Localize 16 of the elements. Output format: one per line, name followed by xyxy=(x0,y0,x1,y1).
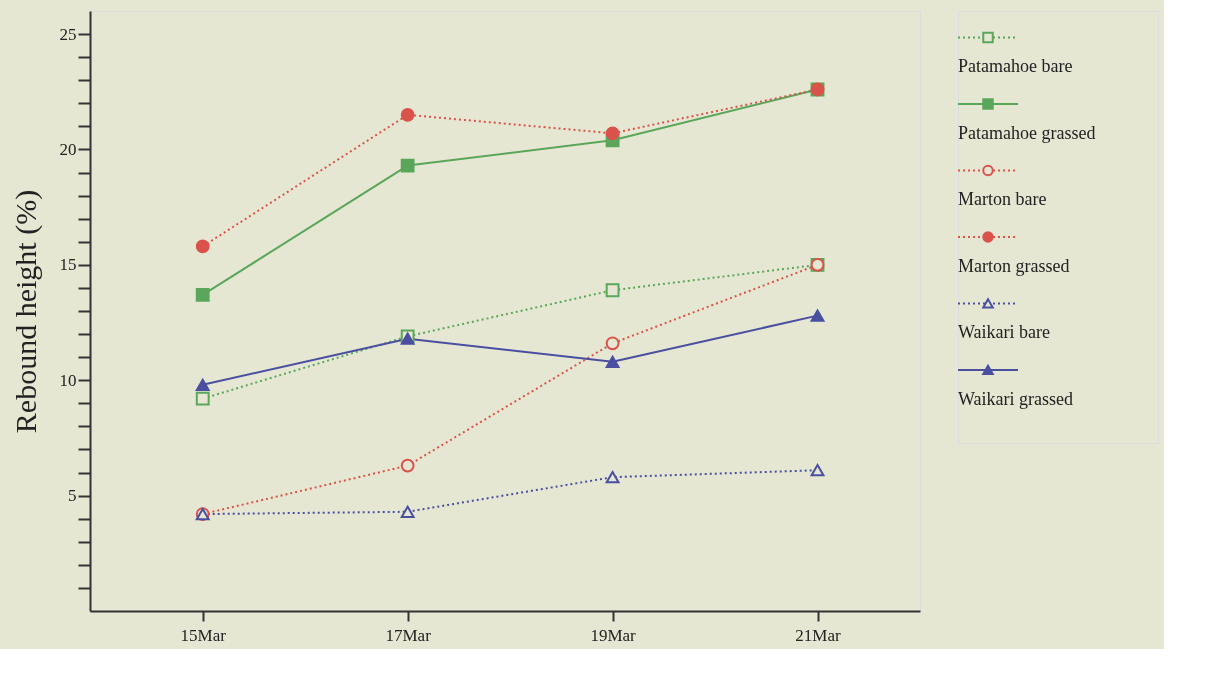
legend-label: Marton grassed xyxy=(958,255,1070,276)
y-tick-label: 20 xyxy=(59,139,77,159)
legend-label: Marton bare xyxy=(958,189,1047,210)
legend-label: Waikari grassed xyxy=(958,388,1074,409)
legend-label: Patamahoe grassed xyxy=(958,122,1096,143)
x-tick-label: 19Mar xyxy=(590,625,637,645)
y-axis-title: Rebound height (%) xyxy=(8,189,43,434)
y-tick-label: 15 xyxy=(59,255,77,275)
y-tick-label: 10 xyxy=(59,370,77,390)
legend-label: Patamahoe bare xyxy=(958,56,1073,77)
x-tick-label: 15Mar xyxy=(180,625,227,645)
legend-label: Waikari bare xyxy=(958,322,1051,343)
y-tick-label: 25 xyxy=(59,24,77,44)
y-tick-label: 5 xyxy=(68,486,77,506)
x-tick-label: 17Mar xyxy=(385,625,432,645)
x-tick-label: 21Mar xyxy=(795,625,842,645)
